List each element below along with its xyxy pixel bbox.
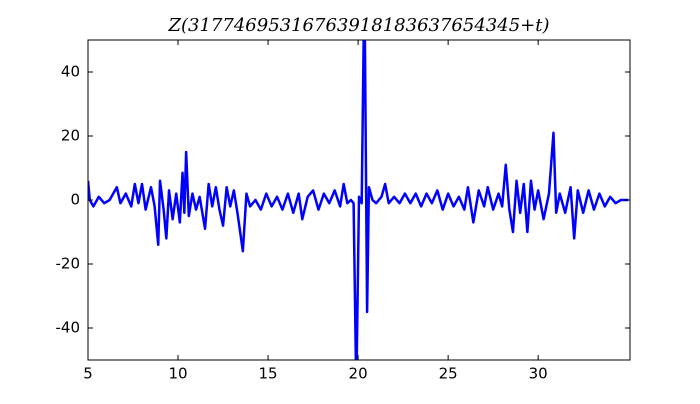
x-tick-label: 5	[83, 365, 93, 383]
x-tick-label: 10	[168, 365, 187, 383]
y-tick-label: -40	[56, 319, 81, 337]
x-tick-label: 20	[349, 365, 368, 383]
x-tick-label: 15	[259, 365, 278, 383]
x-tick-label: 30	[529, 365, 548, 383]
y-tick-label: 0	[70, 191, 80, 209]
data-line	[88, 40, 629, 360]
y-tick-label: 20	[61, 127, 80, 145]
y-tick-label: 40	[61, 63, 80, 81]
plot-area	[88, 40, 629, 360]
chart-title: Z(31774695316763918183637654345+t)	[168, 15, 550, 36]
y-tick-label: -20	[56, 255, 81, 273]
x-tick-label: 25	[439, 365, 458, 383]
